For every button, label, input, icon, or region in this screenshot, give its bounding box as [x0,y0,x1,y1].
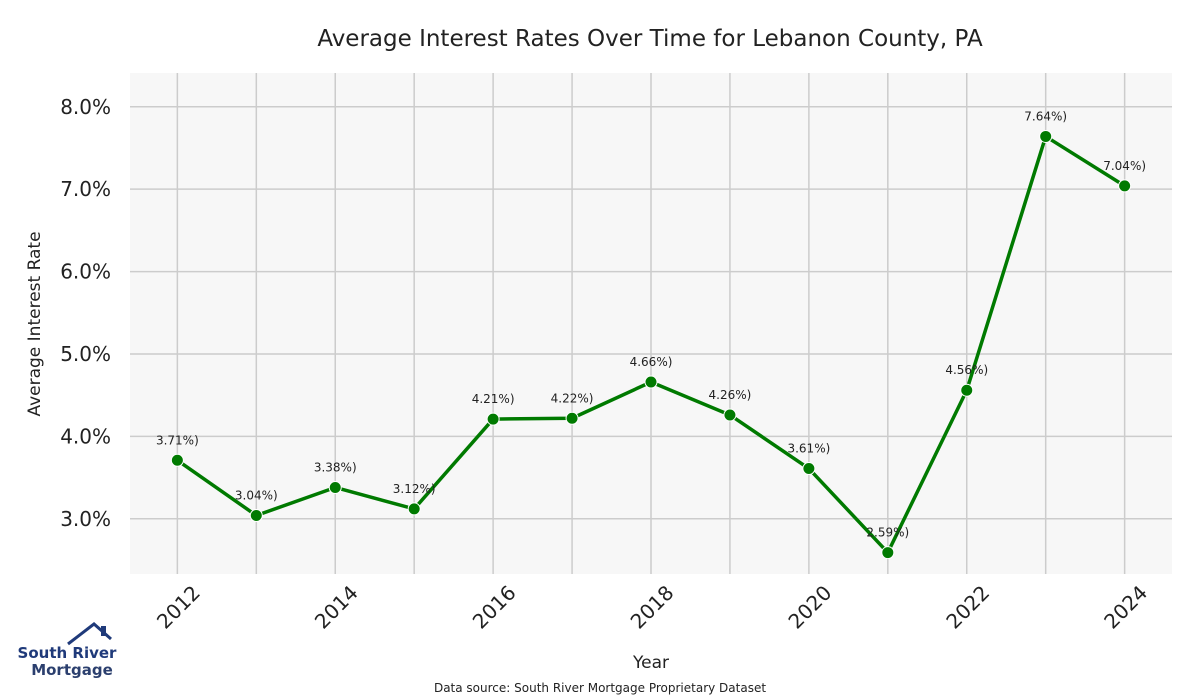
data-point [565,411,579,425]
x-tick-label: 2024 [1099,581,1152,634]
data-point [170,453,184,467]
y-tick-label: 4.0% [60,424,111,448]
data-label: 4.56%) [945,363,988,377]
x-tick-label: 2018 [626,581,679,634]
x-tick-label: 2020 [783,581,836,634]
house-chimney-icon [101,626,106,636]
data-point [249,508,263,522]
y-tick-labels: 3.0% 4.0% 5.0% 6.0% 7.0% 8.0% [60,95,111,531]
data-label: 7.64%) [1024,109,1067,123]
data-point [960,383,974,397]
company-logo: South River Mortgage [18,622,118,679]
data-label: 3.12%) [393,482,436,496]
y-tick-label: 6.0% [60,260,111,284]
data-point [881,546,895,560]
x-tick-label: 2012 [152,581,205,634]
data-point [328,480,342,494]
data-label: 4.66%) [630,355,673,369]
y-axis-label: Average Interest Rate [25,231,45,416]
y-tick-label: 8.0% [60,95,111,119]
data-label: 3.61%) [787,442,830,456]
data-label: 7.04%) [1103,159,1146,173]
data-label: 3.71%) [156,433,199,447]
y-tick-label: 7.0% [60,177,111,201]
chart-title: Average Interest Rates Over Time for Leb… [317,26,983,52]
data-point [723,408,737,422]
data-label: 4.26%) [709,388,752,402]
x-tick-label: 2022 [941,581,994,634]
x-tick-labels: 2012 2014 2016 2018 2020 2022 2024 [152,581,1152,634]
data-point [407,502,421,516]
data-label: 3.04%) [235,488,278,502]
logo-line1: South River [18,644,118,662]
y-tick-label: 5.0% [60,342,111,366]
logo-line2: Mortgage [31,661,113,679]
data-point [1118,179,1132,193]
data-label: 4.22%) [551,391,594,405]
data-label: 3.38%) [314,460,357,474]
data-point [486,412,500,426]
data-point [1039,129,1053,143]
data-point [802,462,816,476]
x-axis-label: Year [632,653,669,673]
data-label: 2.59%) [866,526,909,540]
x-gridlines [176,73,1126,574]
data-point [644,375,658,389]
data-source-note: Data source: South River Mortgage Propri… [434,681,766,695]
data-label: 4.21%) [472,392,515,406]
y-tick-label: 3.0% [60,507,111,531]
x-tick-label: 2014 [310,581,363,634]
series-group [170,129,1132,560]
data-labels: 3.71%) 3.04%) 3.38%) 3.12%) 4.21%) 4.22%) 4.66… [156,109,1146,539]
x-tick-label: 2016 [468,581,521,634]
